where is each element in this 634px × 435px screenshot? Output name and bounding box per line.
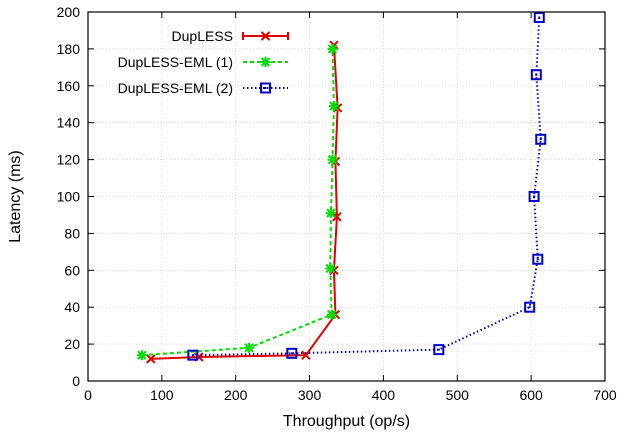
legend-item: DupLESS — [172, 28, 289, 44]
data-point — [530, 69, 542, 81]
data-point — [533, 12, 545, 24]
series-line — [192, 17, 542, 357]
x-tick-label: 400 — [372, 387, 396, 403]
legend-item: DupLESS-EML (1) — [118, 54, 288, 70]
data-point — [146, 354, 156, 364]
y-tick-label: 180 — [57, 41, 81, 57]
legend-label: DupLESS-EML (2) — [118, 80, 233, 96]
square-marker-outline — [528, 191, 540, 202]
y-tick-label: 80 — [64, 225, 80, 241]
square-marker-center — [533, 195, 536, 198]
square-marker-center — [528, 306, 531, 309]
data-point — [187, 349, 199, 361]
square-marker-center — [535, 73, 538, 76]
y-tick-label: 0 — [72, 373, 80, 389]
square-marker-outline — [533, 12, 545, 24]
x-tick-label: 0 — [84, 387, 92, 403]
data-point — [524, 301, 536, 313]
data-point — [325, 208, 336, 219]
legend-marker — [260, 57, 271, 67]
legend-label: DupLESS-EML (1) — [118, 54, 233, 70]
x-tick-label: 500 — [446, 387, 470, 403]
data-point — [325, 263, 336, 274]
square-marker-center — [437, 348, 440, 351]
y-tick-label: 120 — [57, 152, 81, 168]
x-tick-label: 700 — [593, 387, 617, 403]
square-marker-outline — [530, 69, 542, 81]
square-marker-outline — [532, 253, 544, 265]
square-marker-outline — [535, 133, 547, 145]
x-tick-label: 600 — [519, 387, 543, 403]
y-tick-label: 160 — [57, 78, 81, 94]
y-tick-label: 60 — [64, 262, 80, 278]
y-tick-label: 20 — [64, 336, 80, 352]
data-point — [301, 350, 311, 360]
data-point — [286, 347, 298, 359]
square-marker-center — [264, 87, 267, 89]
series-line — [141, 48, 335, 357]
square-marker-center — [290, 352, 293, 355]
x-marker-stroke — [332, 103, 343, 113]
data-point — [326, 309, 337, 320]
x-marker-stroke — [146, 354, 156, 364]
square-marker-center — [536, 258, 539, 261]
y-tick-label: 140 — [57, 115, 81, 131]
series — [187, 12, 547, 361]
square-marker-outline — [433, 344, 445, 356]
x-tick-label: 300 — [298, 387, 322, 403]
legend: DupLESS DupLESS-EML (1) DupLESS-EML (2) — [118, 28, 289, 96]
square-marker-outline — [187, 349, 199, 361]
x-marker-stroke — [301, 350, 311, 360]
y-tick-label: 40 — [64, 299, 80, 315]
series-group — [136, 12, 547, 364]
x-marker-stroke — [332, 212, 342, 222]
x-axis-title: Throughput (op/s) — [283, 413, 410, 430]
y-axis-title: Latency (ms) — [7, 150, 24, 242]
plot-frame — [87, 11, 606, 382]
data-point — [327, 43, 338, 54]
square-marker-outline — [524, 301, 536, 313]
legend-label: DupLESS — [172, 28, 233, 44]
series — [136, 43, 339, 361]
legend-marker — [260, 31, 271, 41]
y-tick-label: 100 — [57, 189, 81, 205]
legend-marker — [260, 82, 271, 94]
data-point — [327, 154, 338, 165]
data-point — [433, 344, 445, 356]
square-marker-outline — [286, 347, 298, 359]
x-marker-stroke — [260, 31, 271, 41]
data-point — [244, 342, 255, 353]
x-tick-label: 100 — [150, 387, 174, 403]
data-point — [332, 212, 342, 222]
data-point — [328, 101, 339, 112]
data-point — [136, 350, 147, 361]
axis-ticks: 0 100 200 300 400 500 600 700 0 20 40 60 80 100 120 140… — [57, 4, 617, 403]
grid — [88, 12, 605, 381]
data-point — [535, 133, 547, 145]
legend-item: DupLESS-EML (2) — [118, 80, 288, 96]
square-marker-outline — [260, 82, 271, 94]
x-tick-label: 200 — [224, 387, 248, 403]
data-point — [532, 253, 544, 265]
square-marker-center — [191, 354, 194, 357]
y-tick-label: 200 — [57, 4, 81, 20]
square-marker-center — [539, 138, 542, 141]
data-point — [528, 191, 540, 202]
square-marker-center — [538, 16, 541, 19]
